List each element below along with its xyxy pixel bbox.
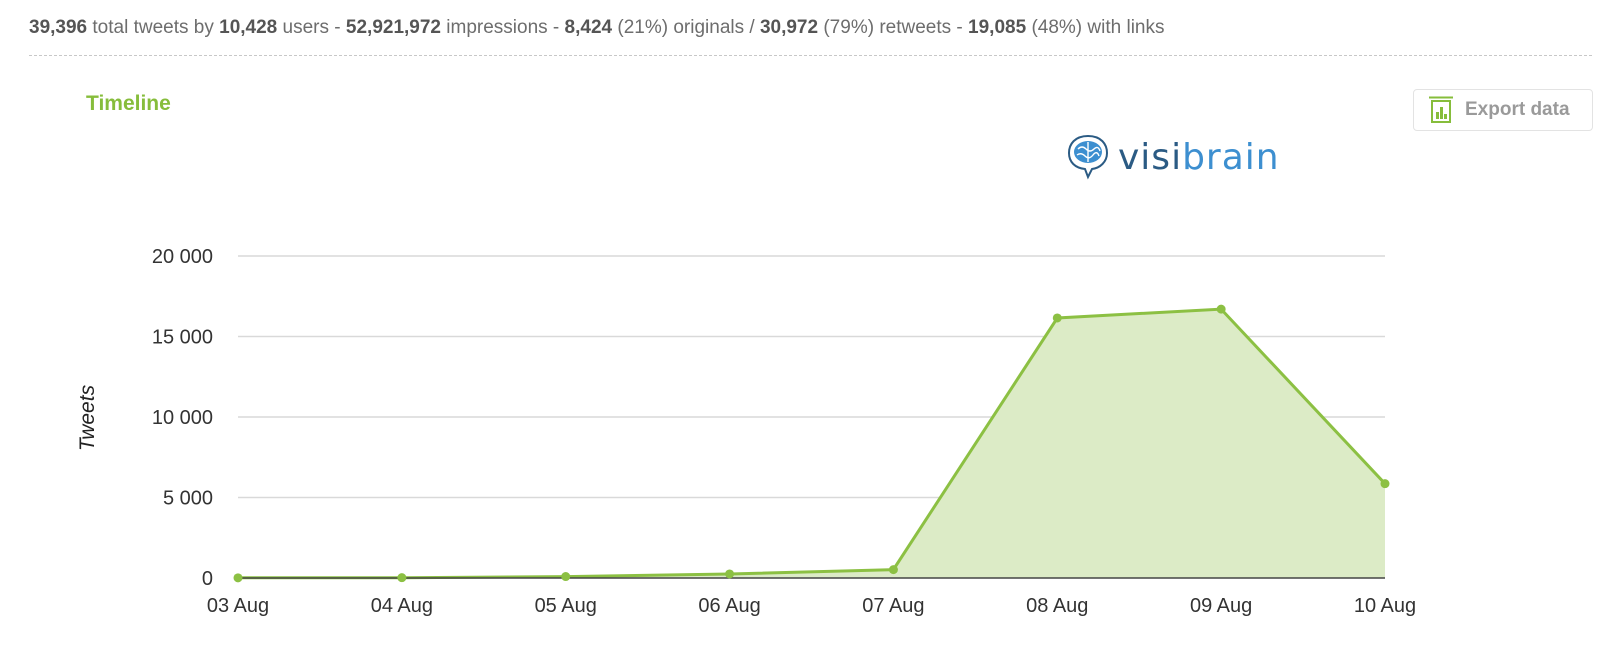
originals-value: 8,424 [564, 17, 613, 38]
x-tick-label: 08 Aug [1026, 595, 1088, 617]
links-label: with links [1087, 17, 1165, 38]
x-tick-label: 05 Aug [535, 595, 597, 617]
originals-percent: (21%) [617, 17, 669, 38]
x-tick-label: 03 Aug [207, 595, 269, 617]
y-tick-label: 10 000 [152, 407, 213, 429]
data-point [725, 569, 735, 579]
originals-label: originals / [673, 17, 755, 38]
users-label: users - [282, 17, 341, 38]
total-tweets-value: 39,396 [29, 17, 88, 38]
data-point [397, 573, 407, 583]
data-point [561, 572, 571, 582]
x-tick-labels: 03 Aug 04 Aug 05 Aug 06 Aug 07 Aug 08 Aug 09 A… [207, 595, 1416, 617]
impressions-label: impressions - [446, 17, 560, 38]
total-tweets-label: total tweets by [92, 17, 214, 38]
stats-summary: 39,396 total tweets by 10,428 users - 52… [29, 16, 1592, 56]
y-axis-label: Tweets [76, 384, 99, 451]
export-data-label: Export data [1465, 99, 1570, 120]
series-area [238, 309, 1385, 578]
y-tick-label: 0 [202, 568, 213, 590]
data-point [1380, 479, 1390, 489]
data-point [888, 565, 898, 575]
data-point [1052, 313, 1062, 323]
data-point [233, 573, 243, 583]
y-tick-labels: 0 5 000 10 000 15 000 20 000 [152, 246, 213, 590]
logo-wordmark: visibrain [1118, 137, 1280, 178]
brain-icon [1067, 134, 1109, 180]
x-tick-label: 07 Aug [862, 595, 924, 617]
spreadsheet-chart-icon [1429, 96, 1453, 123]
x-tick-label: 06 Aug [698, 595, 760, 617]
y-tick-label: 15 000 [152, 327, 213, 349]
visibrain-logo: visibrain [1066, 133, 1280, 181]
data-point [1216, 304, 1226, 314]
x-tick-label: 09 Aug [1190, 595, 1252, 617]
retweets-percent: (79%) [823, 17, 875, 38]
series-points [233, 304, 1390, 583]
logo-text-dark: visi [1118, 136, 1183, 178]
retweets-value: 30,972 [759, 17, 819, 38]
logo-text-light: brain [1182, 136, 1280, 178]
x-tick-label: 10 Aug [1354, 595, 1416, 617]
links-percent: (48%) [1031, 17, 1083, 38]
chart-title: Timeline [86, 92, 171, 115]
users-value: 10,428 [219, 17, 278, 38]
impressions-value: 52,921,972 [345, 17, 441, 38]
y-tick-label: 20 000 [152, 246, 213, 268]
x-tick-label: 04 Aug [371, 595, 433, 617]
export-data-button[interactable]: Export data [1413, 89, 1593, 131]
y-tick-label: 5 000 [163, 488, 213, 510]
retweets-label: retweets - [879, 17, 963, 38]
links-value: 19,085 [968, 17, 1027, 38]
